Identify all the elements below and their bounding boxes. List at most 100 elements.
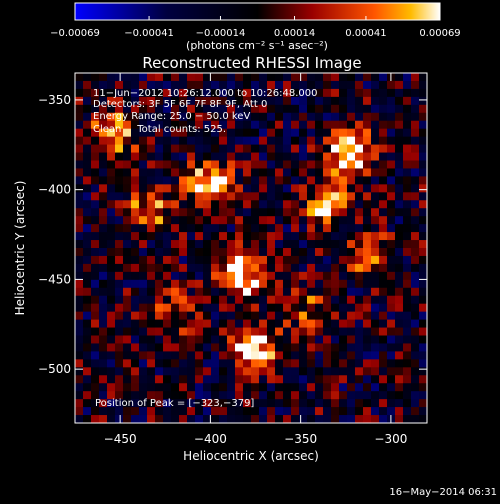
heatmap-cell <box>355 168 364 177</box>
heatmap-cell <box>123 263 132 273</box>
heatmap-cell <box>243 184 252 193</box>
heatmap-cell <box>379 383 388 392</box>
heatmap-cell <box>123 200 132 209</box>
heatmap-cell <box>91 128 100 138</box>
heatmap-cell <box>395 343 404 352</box>
heatmap-cell <box>187 287 196 297</box>
heatmap-cell <box>131 232 140 241</box>
heatmap-cell <box>379 192 388 201</box>
heatmap-cell <box>179 367 188 376</box>
heatmap-cell <box>291 343 300 352</box>
heatmap-cell <box>91 136 100 145</box>
heatmap-cell <box>291 383 300 392</box>
heatmap-cell <box>131 295 140 305</box>
heatmap-cell <box>123 248 132 257</box>
heatmap-cell <box>139 263 148 273</box>
heatmap-cell <box>211 200 220 209</box>
heatmap-cell <box>91 263 100 273</box>
heatmap-cell <box>75 80 84 90</box>
heatmap-cell <box>331 375 340 384</box>
heatmap-cell <box>75 391 84 400</box>
heatmap-cell <box>259 232 268 241</box>
heatmap-cell <box>195 104 204 114</box>
heatmap-cell <box>155 88 164 98</box>
heatmap-cell <box>323 351 332 360</box>
heatmap-cell <box>211 232 220 241</box>
heatmap-cell <box>107 383 116 392</box>
heatmap-cell <box>323 407 332 416</box>
heatmap-cell <box>275 192 284 201</box>
heatmap-cell <box>387 367 396 376</box>
heatmap-cell <box>147 367 156 376</box>
heatmap-cell <box>107 144 116 153</box>
heatmap-cell <box>107 343 116 352</box>
heatmap-cell <box>371 73 380 82</box>
heatmap-cell <box>331 287 340 297</box>
heatmap-cell <box>227 104 236 114</box>
heatmap-cell <box>307 255 316 265</box>
heatmap-cell <box>155 80 164 90</box>
heatmap-cell <box>115 184 124 193</box>
heatmap-cell <box>171 279 180 289</box>
heatmap-cell <box>123 279 132 289</box>
heatmap-cell <box>235 152 244 161</box>
heatmap-cell <box>307 73 316 82</box>
heatmap-cell <box>315 248 324 257</box>
heatmap-cell <box>363 287 372 297</box>
heatmap-cell <box>219 303 228 313</box>
heatmap-cell <box>387 208 396 217</box>
heatmap-cell <box>307 399 316 408</box>
heatmap-cell <box>107 295 116 305</box>
heatmap-cell <box>195 303 204 313</box>
heatmap-cell <box>163 287 172 297</box>
heatmap-cell <box>355 263 364 273</box>
heatmap-cell <box>267 192 276 201</box>
heatmap-cell <box>235 96 244 106</box>
heatmap-cell <box>155 311 164 320</box>
heatmap-cell <box>411 255 420 265</box>
heatmap-cell <box>419 271 428 281</box>
heatmap-cell <box>235 232 244 241</box>
heatmap-cell <box>75 128 84 138</box>
heatmap-cell <box>355 80 364 90</box>
heatmap-cell <box>395 144 404 153</box>
heatmap-cell <box>211 319 220 328</box>
heatmap-cell <box>171 120 180 130</box>
heatmap-cell <box>291 295 300 305</box>
heatmap-cell <box>387 263 396 273</box>
heatmap-cell <box>403 319 412 328</box>
heatmap-cell <box>259 399 268 408</box>
heatmap-cell <box>195 144 204 153</box>
heatmap-cell <box>323 375 332 384</box>
heatmap-cell <box>139 319 148 328</box>
heatmap-cell <box>219 399 228 408</box>
heatmap-cell <box>315 176 324 185</box>
heatmap-cell <box>403 383 412 392</box>
heatmap-cell <box>75 208 84 217</box>
heatmap-cell <box>179 120 188 130</box>
heatmap-cell <box>163 367 172 376</box>
heatmap-cell <box>195 287 204 297</box>
heatmap-cell <box>147 96 156 106</box>
heatmap-cell <box>379 104 388 114</box>
heatmap-cell <box>347 399 356 408</box>
heatmap-cell <box>371 375 380 384</box>
heatmap-cell <box>403 255 412 265</box>
heatmap-cell <box>195 375 204 384</box>
heatmap-cell <box>83 407 92 416</box>
heatmap-cell <box>323 359 332 368</box>
heatmap-cell <box>203 359 212 368</box>
heatmap-cell <box>83 359 92 368</box>
heatmap-cell <box>179 407 188 416</box>
heatmap-cell <box>195 399 204 408</box>
heatmap-cell <box>355 248 364 257</box>
heatmap-cell <box>411 73 420 82</box>
heatmap-cell <box>187 399 196 408</box>
heatmap-cell <box>411 335 420 344</box>
heatmap-cell <box>355 367 364 376</box>
heatmap-cell <box>75 359 84 368</box>
heatmap-cell <box>331 128 340 138</box>
heatmap-cell <box>99 232 108 241</box>
heatmap-cell <box>411 287 420 297</box>
heatmap-cell <box>339 375 348 384</box>
